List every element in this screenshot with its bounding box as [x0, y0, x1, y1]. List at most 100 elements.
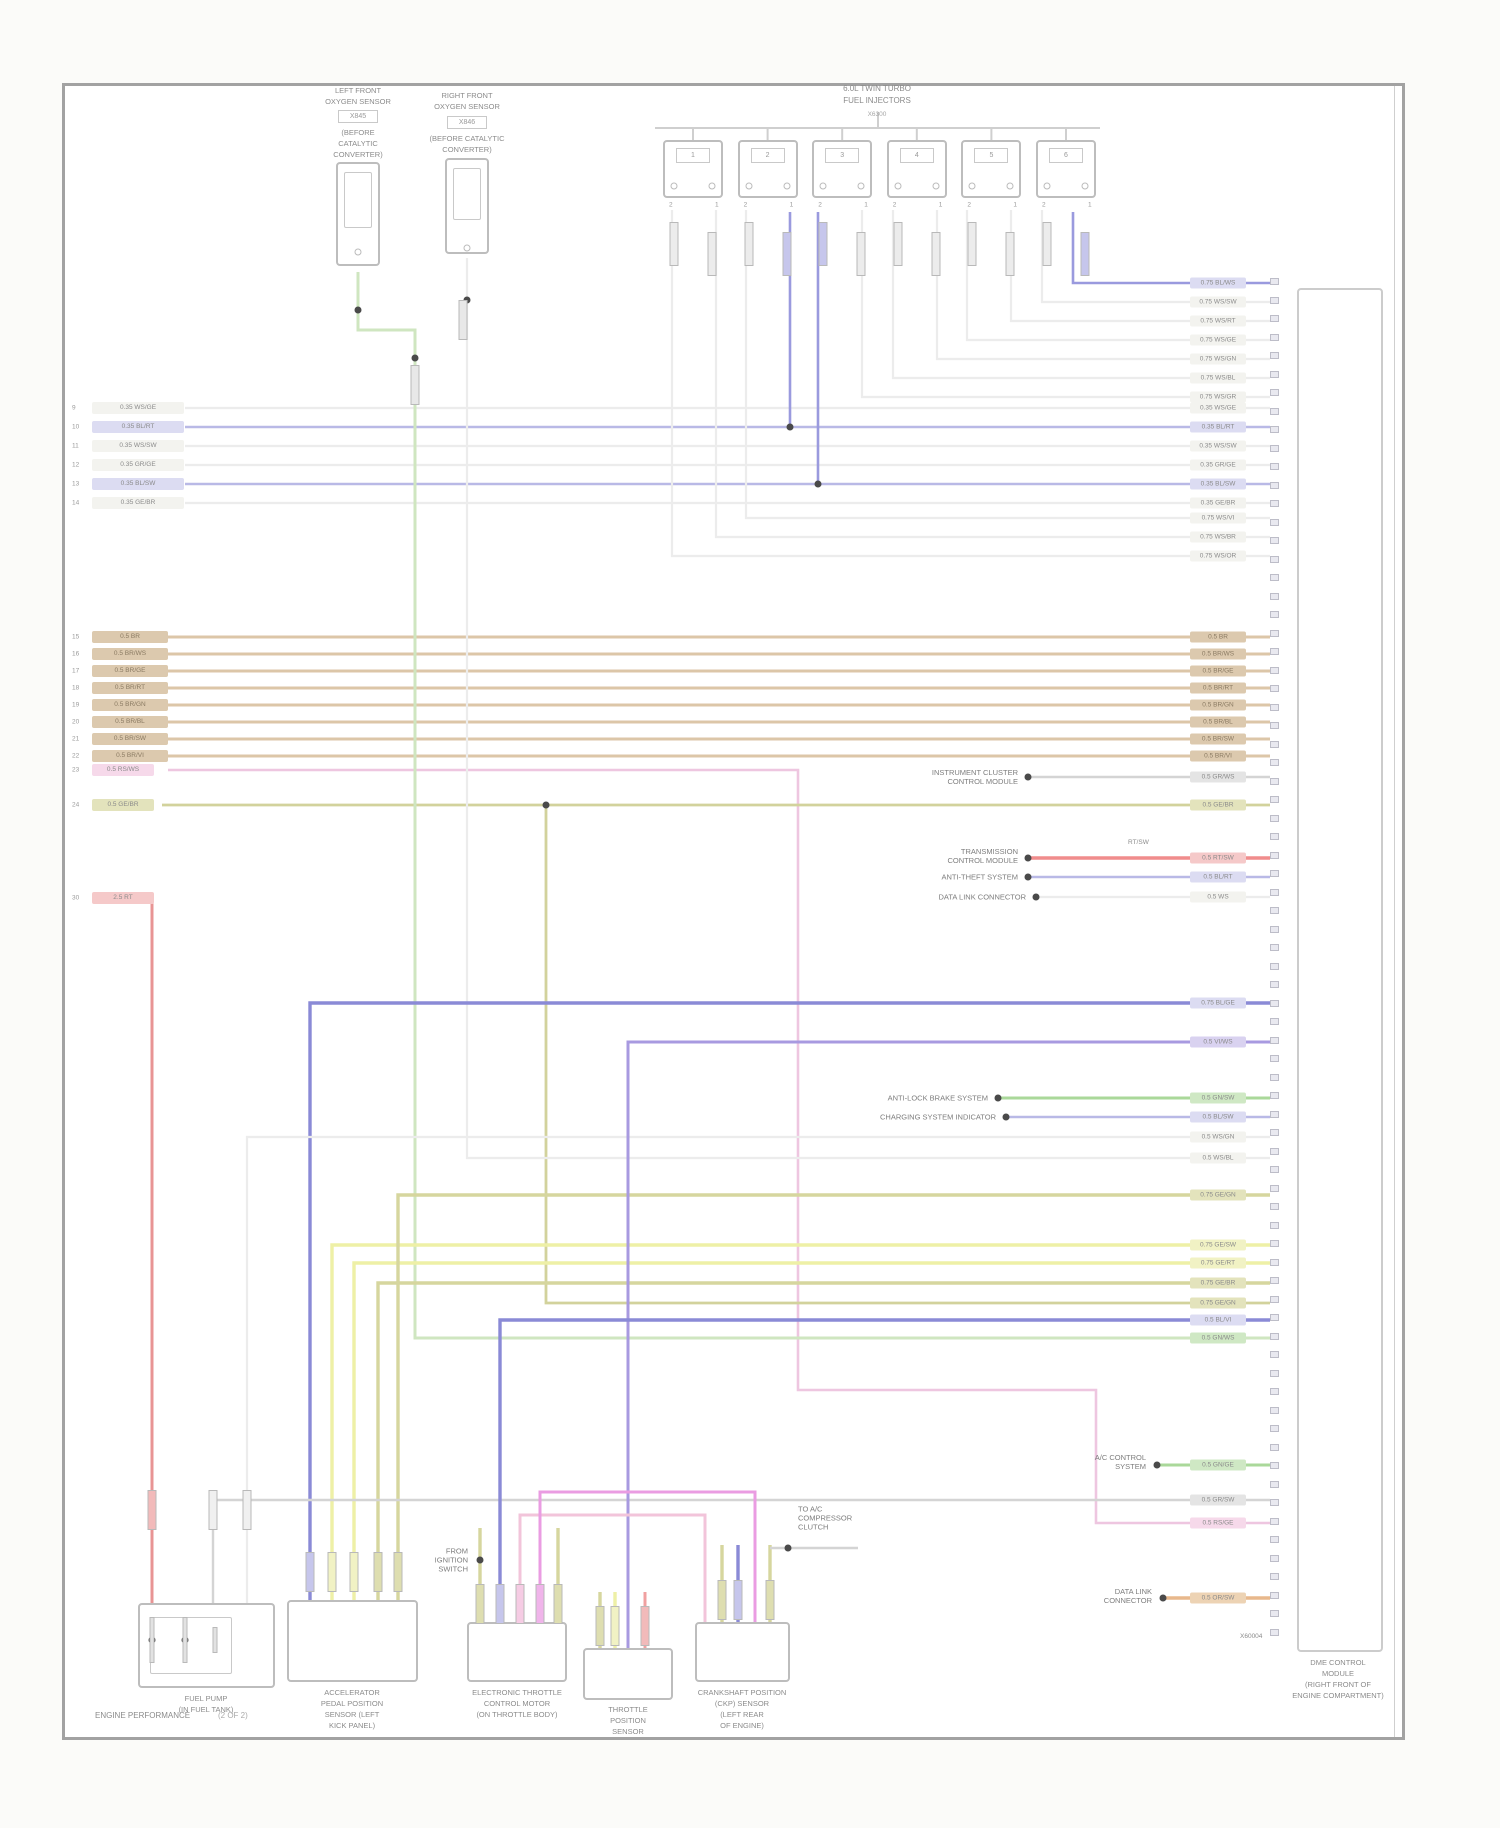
injector-pin-label: 1	[1013, 201, 1018, 209]
ecm-pin	[1270, 1295, 1279, 1303]
ecm-pin	[1270, 518, 1279, 526]
wire-code-label: 0.5 GN/SW	[1190, 1092, 1246, 1104]
junction-dot	[411, 354, 419, 362]
injector-pin-left	[819, 182, 827, 190]
ecm-pin	[1270, 925, 1279, 933]
wire-color-block	[818, 222, 828, 266]
ecm-label-2: MODULE	[1321, 1669, 1355, 1678]
injector-pin-label: 2	[892, 201, 897, 209]
ecm-module-box	[1297, 288, 1383, 1652]
left-pin-number: 17	[72, 667, 80, 675]
ecm-label-1: DME CONTROL	[1310, 1658, 1366, 1667]
ecm-pin	[1270, 1018, 1279, 1025]
wire-code-label: 0.75 WS/GR	[1190, 391, 1246, 403]
ecm-pin	[1270, 1147, 1279, 1155]
ecm-pin	[1270, 333, 1279, 341]
ecm-pin	[1270, 814, 1279, 822]
wire-code-label: 0.5 BL/SW	[1190, 1111, 1246, 1123]
ecm-pin	[1270, 1240, 1279, 1247]
throttle-motor-box	[467, 1622, 567, 1682]
wire-color-block	[669, 222, 679, 266]
wire-code-label: 0.75 WS/GE	[1190, 334, 1246, 346]
ecm-label-3: (RIGHT FRONT OF	[1305, 1680, 1371, 1689]
left-pin-number: 16	[72, 650, 80, 658]
c2-label-3: SENSOR (LEFT	[324, 1710, 380, 1719]
wire-color-block	[305, 1552, 315, 1592]
wire-code-label: 0.75 WS/OR	[1190, 550, 1246, 562]
reference-junction-dot	[1032, 893, 1040, 901]
wire-code-label: 0.5 RT/SW	[1190, 852, 1246, 864]
wire-code-label: 0.5 BR/RT	[1190, 682, 1246, 694]
left-pin-number: 30	[72, 894, 80, 902]
ecm-label-4: ENGINE COMPARTMENT)	[1292, 1691, 1384, 1700]
left-pin-number: 9	[72, 404, 76, 412]
ecm-pin	[1270, 1443, 1279, 1451]
ecm-pin	[1270, 407, 1279, 415]
c5-label-4: OF ENGINE)	[720, 1721, 764, 1730]
injector-pin-label: 2	[743, 201, 748, 209]
injector-header-line2: FUEL INJECTORS	[843, 96, 911, 105]
c5-label-2: (CKP) SENSOR	[714, 1699, 770, 1708]
c2-label-4: KICK PANEL)	[328, 1721, 376, 1730]
ecm-pin	[1270, 1184, 1279, 1192]
red-row-code: RT/SW	[1128, 839, 1149, 846]
ecm-pin	[1270, 1628, 1279, 1636]
injector-number: 6	[1049, 148, 1083, 163]
wire-code-label: 0.5 OR/SW	[1190, 1592, 1246, 1604]
injector-pin-label: 1	[1088, 201, 1092, 209]
wire-color-block	[1080, 232, 1090, 276]
injector-pin-label: 2	[818, 201, 822, 209]
can-wire-label: 0.35 GR/GE	[92, 459, 184, 471]
ecm-pin	[1270, 888, 1279, 896]
left-pin-number: 12	[72, 461, 80, 469]
ecm-connector-code: X60004	[1240, 1633, 1263, 1640]
ecm-pin	[1270, 278, 1279, 285]
c5-label-3: (LEFT REAR	[720, 1710, 764, 1719]
wire-code-label: 0.5 BR/SW	[1190, 733, 1246, 745]
wire-code-label: 0.5 BL/VI	[1190, 1314, 1246, 1326]
feed-wire-label: 0.5 GE/BR	[92, 799, 154, 811]
ecm-pin	[1270, 1406, 1279, 1414]
wire-code-label: 0.75 BL/WS	[1190, 277, 1246, 289]
system-reference-label: DATA LINK CONNECTOR	[938, 892, 1026, 902]
ecm-pin	[1270, 703, 1279, 711]
wire-color-block	[458, 300, 468, 340]
injector-number: 5	[974, 148, 1009, 163]
wire-code-label: 0.5 BR/GN	[1190, 699, 1246, 711]
c1-label-2: (IN FUEL TANK)	[178, 1705, 234, 1714]
reference-junction-dot	[1024, 854, 1032, 862]
wire-code-label: 0.5 BL/RT	[1190, 871, 1246, 883]
c2-label-1: ACCELERATOR	[324, 1688, 380, 1697]
wire-code-label: 0.75 WS/GN	[1190, 353, 1246, 365]
c3-label-2: CONTROL MOTOR	[483, 1699, 551, 1708]
wire-code-label: 0.75 WS/BR	[1190, 531, 1246, 543]
ecm-pin	[1270, 1092, 1279, 1099]
wire-code-label: 0.75 GE/GN	[1190, 1189, 1246, 1201]
wire-code-label: 0.75 WS/BL	[1190, 372, 1246, 384]
wire-code-label: 0.5 VI/WS	[1190, 1036, 1246, 1048]
injector-pin-right	[708, 182, 716, 190]
ecm-pin	[1270, 722, 1279, 729]
ground-wire-label: 0.5 BR/VI	[92, 750, 168, 762]
injector-pin-right	[932, 182, 940, 190]
page-caption-page: (2 OF 2)	[218, 1711, 248, 1720]
ecm-pin	[1270, 1332, 1279, 1340]
wire-color-block	[765, 1580, 775, 1620]
system-reference-label: CHARGING SYSTEM INDICATOR	[880, 1112, 996, 1122]
wire-code-label: 0.5 BR/VI	[1190, 750, 1246, 762]
wire-color-block	[717, 1580, 727, 1620]
wire-color-block	[495, 1584, 505, 1624]
c5-label-1: CRANKSHAFT POSITION	[697, 1688, 787, 1697]
ecm-pin	[1270, 796, 1279, 803]
injector-pin-label: 1	[864, 201, 868, 209]
junction-dot	[786, 423, 794, 431]
wire-code-label: 0.35 GE/BR	[1190, 497, 1246, 509]
left-pin-number: 20	[72, 718, 80, 726]
ecm-pin	[1270, 1258, 1279, 1266]
left-pin-number: 19	[72, 701, 80, 709]
ecm-pin	[1270, 1517, 1279, 1525]
system-reference-label: TRANSMISSION CONTROL MODULE	[947, 847, 1018, 865]
injector-pin-left	[894, 182, 902, 190]
comp-b-sub1: (BEFORE CATALYTIC	[429, 134, 505, 143]
ground-wire-label: 0.5 BR/GN	[92, 699, 168, 711]
